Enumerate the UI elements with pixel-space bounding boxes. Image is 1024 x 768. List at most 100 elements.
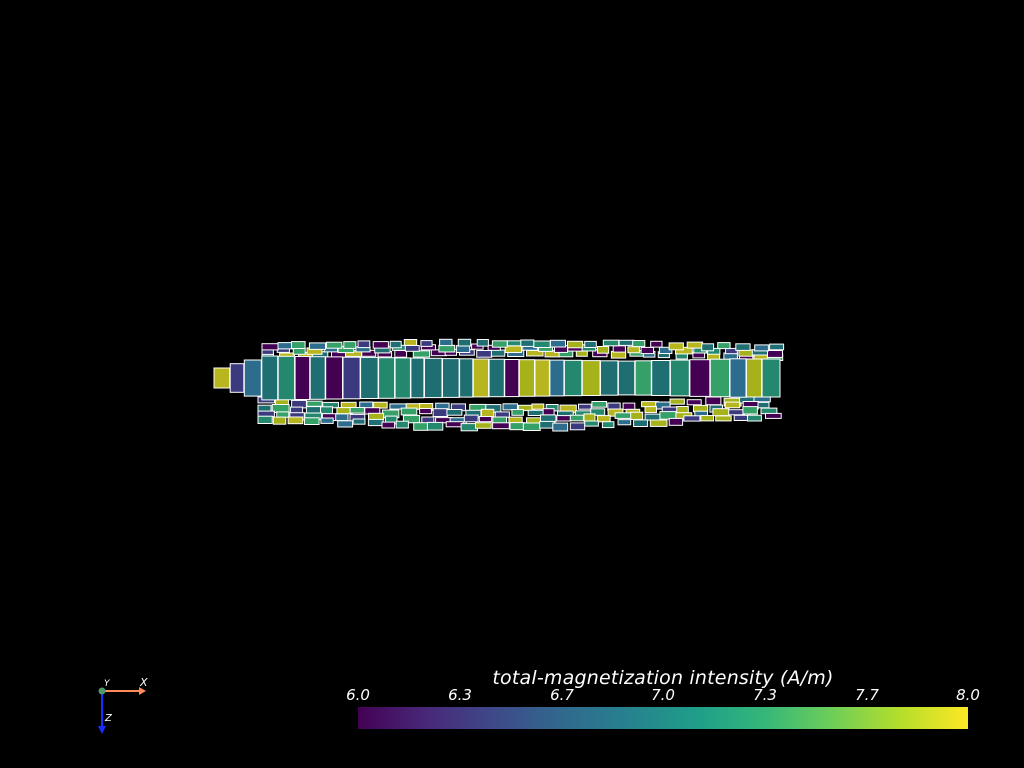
mesh-cell <box>583 413 596 422</box>
mesh-cell <box>491 340 508 348</box>
mesh-cell <box>669 359 690 397</box>
mesh-cell <box>531 403 545 410</box>
mesh-cell <box>597 346 610 354</box>
mesh-cell <box>617 360 636 396</box>
mesh-cell <box>373 401 388 409</box>
mesh-cell <box>463 414 479 423</box>
mesh-cell <box>478 416 493 423</box>
mesh-cell <box>403 339 418 346</box>
mesh-cell <box>419 408 432 415</box>
mesh-cell <box>617 419 632 426</box>
mesh-cell <box>378 357 396 399</box>
mesh-cell <box>717 342 731 350</box>
mesh-cell <box>229 363 245 393</box>
y-axis-dot-icon <box>98 687 106 695</box>
mesh-cell <box>757 401 770 409</box>
mesh-cell <box>502 403 518 411</box>
mesh-cell <box>669 398 685 405</box>
scalar-bar-title: total-magnetization intensity (A/m) <box>492 667 834 689</box>
mesh-cell <box>306 400 323 407</box>
scalar-bar-tick: 8.0 <box>956 686 980 704</box>
mesh-cell <box>686 399 702 406</box>
mesh-cell <box>627 346 640 354</box>
mesh-cell <box>650 340 663 348</box>
render-viewport[interactable] <box>0 0 1024 660</box>
z-axis-label: Z <box>104 713 113 724</box>
mesh-cell <box>494 411 510 418</box>
z-axis-arrowhead-icon <box>98 726 106 734</box>
mesh-cell <box>446 409 463 416</box>
mesh-cell <box>420 340 433 347</box>
mesh-cell <box>490 349 506 357</box>
mesh-cell <box>325 356 344 400</box>
mesh-cell <box>556 415 572 422</box>
mesh-cell <box>602 339 620 347</box>
mesh-cell <box>349 407 365 414</box>
mesh-cell <box>335 413 349 422</box>
mesh-cell <box>277 355 296 401</box>
mesh-cell <box>591 401 608 408</box>
mesh-cell <box>552 422 569 432</box>
mesh-cell <box>725 347 738 355</box>
mesh-cell <box>518 359 535 397</box>
mesh-cell <box>581 360 601 397</box>
mesh-cell <box>644 413 662 421</box>
mesh-cell <box>395 420 409 429</box>
mesh-cell <box>261 343 279 351</box>
mesh-cell <box>584 340 597 348</box>
mesh-cell <box>614 412 633 419</box>
mesh-cell <box>563 359 583 397</box>
mesh-cell <box>457 338 472 347</box>
mesh-cell <box>488 358 505 398</box>
mesh-cell <box>712 408 730 417</box>
mesh-cell <box>649 419 668 427</box>
mesh-cell <box>724 401 741 409</box>
mesh-cell <box>287 416 304 425</box>
mesh-cell <box>412 350 431 358</box>
mesh-cell <box>601 421 615 429</box>
mesh-cell <box>754 344 769 352</box>
mesh-cell <box>480 408 495 418</box>
mesh-cell <box>618 339 635 346</box>
mesh-cell <box>632 340 646 348</box>
mesh-cell <box>213 367 231 389</box>
mesh-cell <box>640 346 655 355</box>
mesh-cell <box>343 341 357 349</box>
mesh-cell <box>475 422 492 429</box>
mesh-cell <box>728 409 746 416</box>
mesh-cell <box>700 415 715 422</box>
mesh-cell <box>394 357 411 399</box>
mesh-cell <box>413 422 429 431</box>
mesh-cell <box>658 346 673 354</box>
mesh-cell <box>367 418 384 427</box>
mesh-cell <box>709 358 730 398</box>
mesh-cell <box>689 359 711 397</box>
mesh-cell <box>432 408 449 418</box>
mesh-cell <box>596 415 611 423</box>
mesh-cell <box>701 343 715 352</box>
scalar-bar-tick: 6.7 <box>550 686 574 704</box>
mesh-cell <box>630 411 644 421</box>
mesh-cell <box>584 420 599 427</box>
orientation-axes-widget[interactable]: X Y Z <box>90 674 160 740</box>
mesh-cell <box>309 356 326 400</box>
mesh-cell <box>504 359 520 398</box>
mesh-cell <box>459 358 474 398</box>
mesh-cell <box>357 340 371 349</box>
magnetization-cell-mesh[interactable] <box>0 0 1024 660</box>
mesh-cell <box>747 414 762 422</box>
mesh-cell <box>424 357 443 399</box>
mesh-cell <box>549 359 565 397</box>
mesh-cell <box>622 402 636 411</box>
mesh-cell <box>767 350 783 358</box>
mesh-cell <box>442 358 460 398</box>
mesh-cell <box>735 343 751 351</box>
scalar-bar-tick: 6.3 <box>448 686 472 704</box>
mesh-cell <box>426 421 444 431</box>
mesh-cell <box>402 414 421 424</box>
mesh-cell <box>352 418 366 425</box>
mesh-cell <box>668 417 684 426</box>
mesh-cell <box>729 358 747 398</box>
mesh-cell <box>389 340 402 349</box>
mesh-cell <box>272 416 287 425</box>
